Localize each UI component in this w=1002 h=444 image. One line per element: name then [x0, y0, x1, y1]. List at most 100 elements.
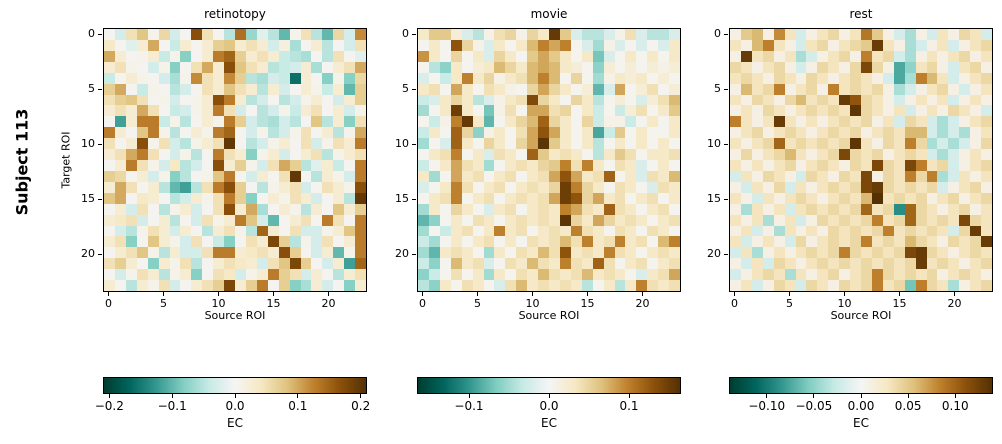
- heatmap-cell: [311, 181, 323, 193]
- heatmap-cell: [570, 247, 582, 259]
- heatmap-cell: [795, 105, 807, 117]
- heatmap-cell: [559, 83, 571, 95]
- heatmap-cell: [289, 225, 301, 237]
- heatmap-cell: [581, 61, 593, 73]
- heatmap-cell: [730, 247, 741, 259]
- heatmap-cell: [311, 50, 323, 62]
- heatmap-cell: [959, 225, 971, 237]
- heatmap-cell: [300, 160, 312, 171]
- heatmap-cell: [647, 225, 659, 237]
- heatmap-cell: [256, 50, 268, 62]
- heatmap-cell: [461, 170, 473, 182]
- heatmap-cell: [773, 170, 785, 182]
- x-tick-mark: [477, 292, 478, 296]
- heatmap-cell: [850, 181, 861, 193]
- heatmap-cell: [762, 280, 774, 291]
- x-tick-mark: [954, 292, 955, 296]
- heatmap-cell: [647, 127, 659, 139]
- heatmap-cell: [418, 258, 429, 270]
- heatmap-axes: [729, 28, 993, 292]
- heatmap-cell: [224, 61, 235, 73]
- heatmap-cell: [213, 225, 225, 237]
- heatmap-cell: [461, 29, 473, 40]
- heatmap-cell: [981, 203, 992, 215]
- panel-retinotopy: retinotopy Source ROI 0 5 10 15 20 0 5 10 15 20: [81, 0, 367, 340]
- x-tick-mark: [328, 292, 329, 296]
- heatmap-cell: [915, 214, 927, 226]
- heatmap-cell: [355, 214, 366, 226]
- heatmap-cell: [125, 149, 137, 160]
- heatmap-cell: [937, 61, 949, 73]
- heatmap-cell: [483, 116, 495, 128]
- heatmap-cell: [740, 225, 752, 237]
- heatmap-cell: [948, 29, 960, 40]
- heatmap-cell: [136, 61, 148, 73]
- heatmap-cell: [311, 192, 323, 204]
- x-tick-label: 5: [786, 297, 793, 310]
- heatmap-cell: [959, 138, 971, 150]
- heatmap-cell: [981, 170, 992, 182]
- heatmap-cell: [581, 160, 593, 171]
- heatmap-cell: [180, 116, 192, 128]
- heatmap-cell: [795, 258, 807, 270]
- colorbar-tick-mark: [234, 394, 236, 398]
- heatmap-cell: [549, 258, 560, 270]
- heatmap-cell: [245, 29, 257, 40]
- heatmap-cell: [740, 138, 752, 150]
- heatmap-cell: [882, 236, 894, 248]
- heatmap-cell: [278, 170, 290, 182]
- heatmap-cell: [773, 236, 785, 248]
- heatmap-cell: [344, 225, 356, 237]
- heatmap-cell: [981, 181, 992, 193]
- heatmap-cell: [428, 247, 440, 259]
- heatmap-cell: [104, 203, 115, 215]
- heatmap-cell: [344, 105, 356, 117]
- heatmap-cell: [439, 105, 451, 117]
- heatmap-cell: [136, 225, 148, 237]
- heatmap-cell: [516, 247, 528, 259]
- heatmap-cell: [180, 29, 192, 40]
- heatmap-cell: [136, 160, 148, 171]
- heatmap-cell: [494, 170, 506, 182]
- heatmap-cell: [904, 94, 916, 106]
- heatmap-cell: [603, 258, 615, 270]
- heatmap-cell: [125, 236, 137, 248]
- heatmap-cell: [795, 247, 807, 259]
- heatmap-cell: [570, 181, 582, 193]
- heatmap-cell: [603, 160, 615, 171]
- heatmap-cell: [850, 160, 861, 171]
- heatmap-cell: [538, 269, 549, 281]
- heatmap-cell: [516, 214, 528, 226]
- heatmap-cell: [970, 236, 982, 248]
- heatmap-cell: [114, 149, 126, 160]
- y-tick-mark: [98, 33, 102, 35]
- heatmap-cell: [559, 236, 571, 248]
- heatmap-cell: [614, 181, 626, 193]
- heatmap-cell: [658, 280, 670, 291]
- heatmap-cell: [658, 225, 670, 237]
- heatmap-cell: [202, 247, 214, 259]
- heatmap-cell: [740, 127, 752, 139]
- heatmap-cell: [235, 138, 246, 150]
- heatmap-cell: [581, 50, 593, 62]
- subject-label: Subject 113: [12, 108, 32, 216]
- heatmap-cell: [570, 138, 582, 150]
- heatmap-cell: [125, 280, 137, 291]
- heatmap-cell: [322, 181, 334, 193]
- heatmap-cell: [333, 105, 345, 117]
- heatmap-cell: [104, 170, 115, 182]
- heatmap-cell: [213, 247, 225, 259]
- heatmap-cell: [104, 225, 115, 237]
- heatmap-cell: [333, 94, 345, 106]
- heatmap-cell: [311, 214, 323, 226]
- heatmap-cell: [915, 39, 927, 51]
- heatmap-cell: [970, 170, 982, 182]
- heatmap-cell: [893, 225, 905, 237]
- heatmap-cell: [915, 29, 927, 40]
- y-tick-label: 10: [707, 136, 721, 150]
- heatmap-cell: [235, 181, 246, 193]
- heatmap-cell: [784, 72, 796, 84]
- heatmap-cell: [202, 105, 214, 117]
- heatmap-cell: [970, 61, 982, 73]
- heatmap-cell: [839, 105, 851, 117]
